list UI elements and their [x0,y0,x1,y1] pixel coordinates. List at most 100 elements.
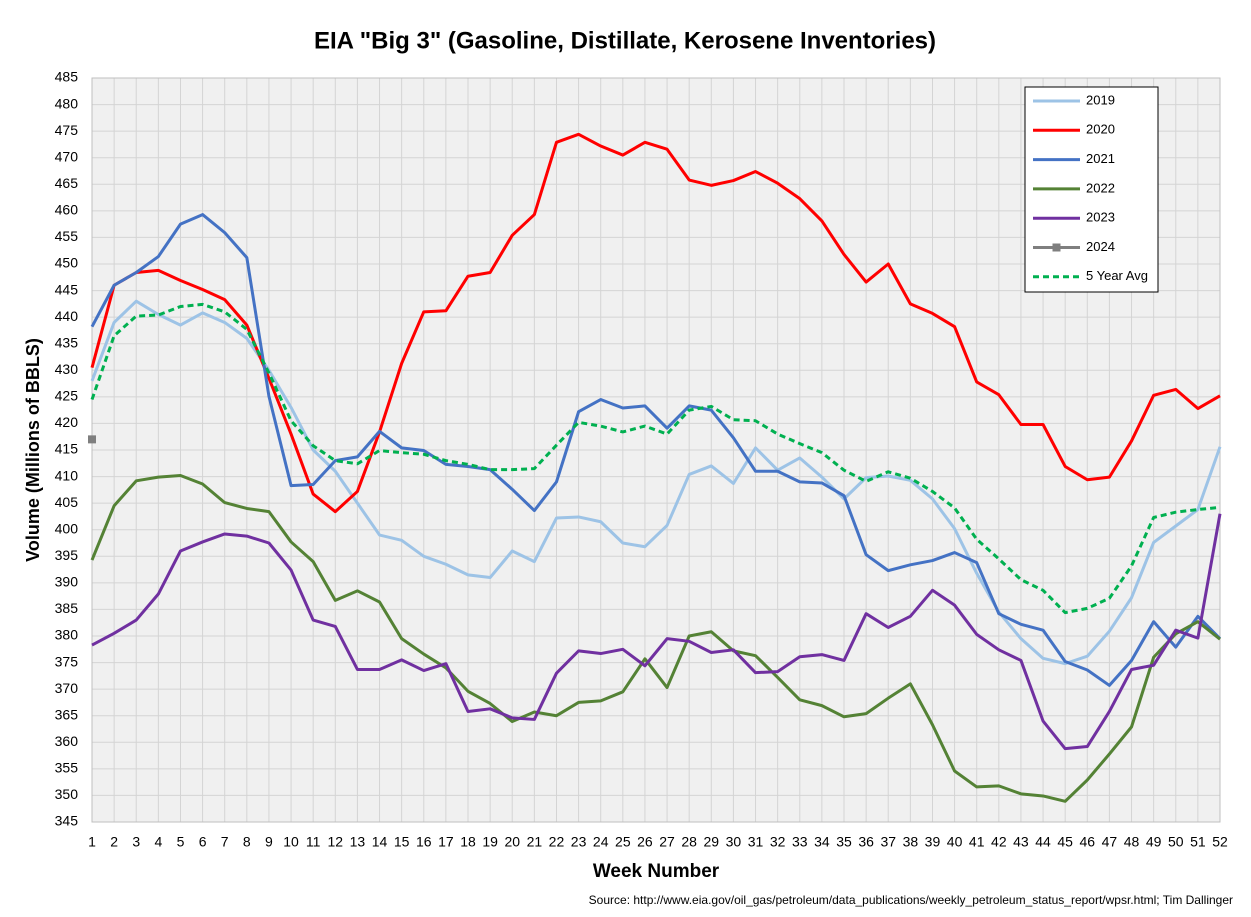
x-tick-label: 40 [947,834,963,850]
series-line [90,132,1221,514]
y-tick-label: 455 [55,228,79,244]
x-tick-label: 17 [438,834,454,850]
source-note: Source: http://www.eia.gov/oil_gas/petro… [589,893,1233,907]
x-tick-label: 25 [615,834,631,850]
x-tick-label: 5 [177,834,185,850]
legend-label: 2022 [1086,180,1115,195]
y-tick-label: 420 [55,414,79,430]
y-tick-label: 470 [55,148,79,164]
x-tick-label: 28 [681,834,697,850]
y-tick-label: 460 [55,202,79,218]
x-tick-label: 23 [571,834,587,850]
x-tick-label: 10 [283,834,299,850]
y-tick-label: 450 [55,255,79,271]
x-tick-label: 22 [549,834,565,850]
y-tick-label: 380 [55,627,79,643]
y-tick-label: 405 [55,494,79,510]
x-tick-label: 52 [1212,834,1228,850]
x-tick-label: 15 [394,834,410,850]
x-tick-label: 34 [814,834,830,850]
legend-label: 2021 [1086,151,1115,166]
x-tick-label: 16 [416,834,432,850]
x-tick-label: 31 [748,834,764,850]
x-tick-label: 11 [306,834,321,850]
legend: 2019 2020 2021 2022 2023 2024 5 Year Avg [1024,86,1159,293]
legend-label: 5 Year Avg [1086,268,1148,283]
x-tick-label: 35 [836,834,852,850]
series-line [90,302,1221,615]
y-tick-label: 480 [55,95,79,111]
legend-label: 2020 [1086,122,1115,137]
x-tick-label: 18 [460,834,476,850]
x-tick-label: 19 [482,834,498,850]
x-tick-label: 42 [991,834,1007,850]
series-line [90,213,1222,687]
x-tick-label: 36 [858,834,874,850]
series-line [90,474,1221,803]
x-tick-label: 46 [1080,834,1096,850]
y-axis-label: Volume (Millions of BBLS) [23,338,43,562]
y-tick-label: 475 [55,122,79,138]
x-tick-label: 37 [880,834,896,850]
legend-label: 2019 [1086,92,1115,107]
y-tick-label: 425 [55,388,79,404]
x-tick-label: 51 [1190,834,1206,850]
x-tick-label: 32 [770,834,786,850]
x-tick-label: 38 [903,834,919,850]
x-tick-label: 47 [1102,834,1118,850]
x-tick-label: 1 [88,834,96,850]
x-tick-label: 13 [350,834,366,850]
x-tick-label: 2 [110,834,118,850]
series-marker [88,435,96,444]
x-tick-label: 43 [1013,834,1029,850]
legend-label: 2023 [1086,210,1115,225]
chart-title: EIA "Big 3" (Gasoline, Distillate, Keros… [314,27,936,54]
y-tick-label: 355 [55,760,79,776]
y-tick-label: 465 [55,175,79,191]
x-tick-label: 4 [154,834,162,850]
x-tick-label: 49 [1146,834,1162,850]
y-tick-label: 440 [55,308,79,324]
x-tick-label: 21 [527,834,543,850]
x-tick-label: 30 [726,834,742,850]
y-tick-label: 435 [55,334,79,350]
x-tick-label: 12 [328,834,344,850]
y-tick-label: 390 [55,574,79,590]
y-tick-label: 445 [55,281,79,297]
x-tick-label: 8 [243,834,251,850]
x-tick-label: 48 [1124,834,1140,850]
series-line [90,299,1222,666]
x-tick-label: 39 [925,834,941,850]
y-tick-label: 350 [55,786,79,802]
x-tick-label: 3 [132,834,140,850]
legend-label: 2024 [1086,239,1115,254]
y-tick-label: 415 [55,441,79,457]
x-tick-label: 29 [704,834,720,850]
x-tick-label: 27 [659,834,675,850]
y-tick-label: 485 [55,69,79,85]
x-axis-label: Week Number [593,861,720,882]
x-tick-label: 33 [792,834,808,850]
y-tick-label: 430 [55,361,79,377]
y-tick-label: 410 [55,467,79,483]
x-tick-label: 7 [221,834,229,850]
x-tick-label: 24 [593,834,609,850]
y-tick-label: 360 [55,733,79,749]
x-tick-label: 44 [1035,834,1051,850]
x-tick-label: 50 [1168,834,1184,850]
y-tick-label: 395 [55,547,79,563]
x-tick-label: 9 [265,834,273,850]
x-tick-label: 45 [1057,834,1073,850]
y-tick-label: 400 [55,520,79,536]
y-tick-label: 365 [55,706,79,722]
x-tick-label: 14 [372,834,388,850]
legend-marker [1052,243,1061,252]
y-tick-label: 385 [55,600,79,616]
x-tick-label: 20 [504,834,520,850]
x-tick-label: 26 [637,834,653,850]
y-tick-label: 370 [55,680,79,696]
x-tick-label: 41 [969,834,985,850]
y-tick-label: 375 [55,653,79,669]
series-line [91,513,1222,751]
